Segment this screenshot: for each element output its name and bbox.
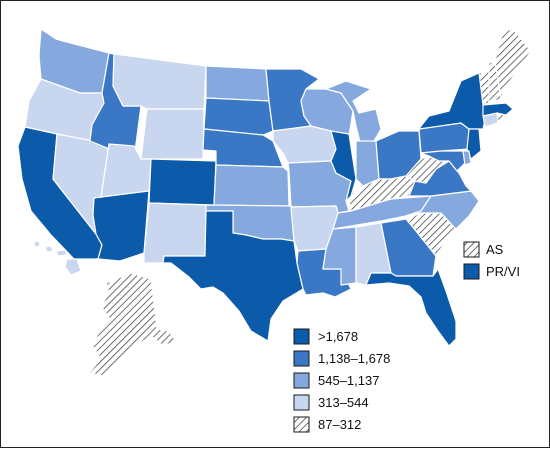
state-hi <box>33 240 82 276</box>
state-ma <box>482 102 514 117</box>
state-ny <box>418 72 487 130</box>
legend-swatch-5 <box>293 416 310 433</box>
state-co <box>148 158 217 206</box>
hi-island-kauai <box>33 240 41 248</box>
legend-swatch-2 <box>293 350 310 367</box>
hi-island-maui <box>55 249 68 257</box>
state-az <box>92 190 150 262</box>
state-me <box>494 28 532 100</box>
legend-label-1: >1,678 <box>318 329 358 344</box>
state-il <box>330 130 357 202</box>
state-nd <box>205 65 270 102</box>
state-nc <box>405 190 480 230</box>
legend-swatch-1 <box>293 328 310 345</box>
legend-swatch-4 <box>293 394 310 411</box>
state-tx <box>162 210 304 342</box>
state-nm <box>143 202 207 264</box>
state-ia <box>272 125 337 164</box>
legend-label-4: 313–544 <box>318 395 369 410</box>
legend-label-2: 1,138–1,678 <box>318 351 390 366</box>
legend: >1,678 1,138–1,678 545–1,137 313–544 87–… <box>293 328 390 433</box>
legend-swatch-3 <box>293 372 310 389</box>
territory-as-swatch <box>463 241 480 258</box>
state-nj <box>466 128 482 160</box>
hi-island-oahu <box>44 245 54 253</box>
legend-label-3: 545–1,137 <box>318 373 379 388</box>
state-sd <box>203 97 274 136</box>
legend-label-5: 87–312 <box>318 417 361 432</box>
state-mi <box>325 80 382 147</box>
territory-as-label: AS <box>486 242 504 257</box>
state-ak <box>88 272 177 377</box>
state-md <box>420 150 466 172</box>
state-in <box>355 140 380 187</box>
state-ks <box>213 164 290 207</box>
state-de <box>462 150 472 166</box>
state-wy <box>140 108 205 160</box>
territory-prvi-label: PR/VI <box>486 264 520 279</box>
state-mt <box>112 53 207 110</box>
territory-prvi-swatch <box>463 263 480 280</box>
state-fl <box>365 268 457 347</box>
hi-island-hawaii <box>64 258 82 276</box>
